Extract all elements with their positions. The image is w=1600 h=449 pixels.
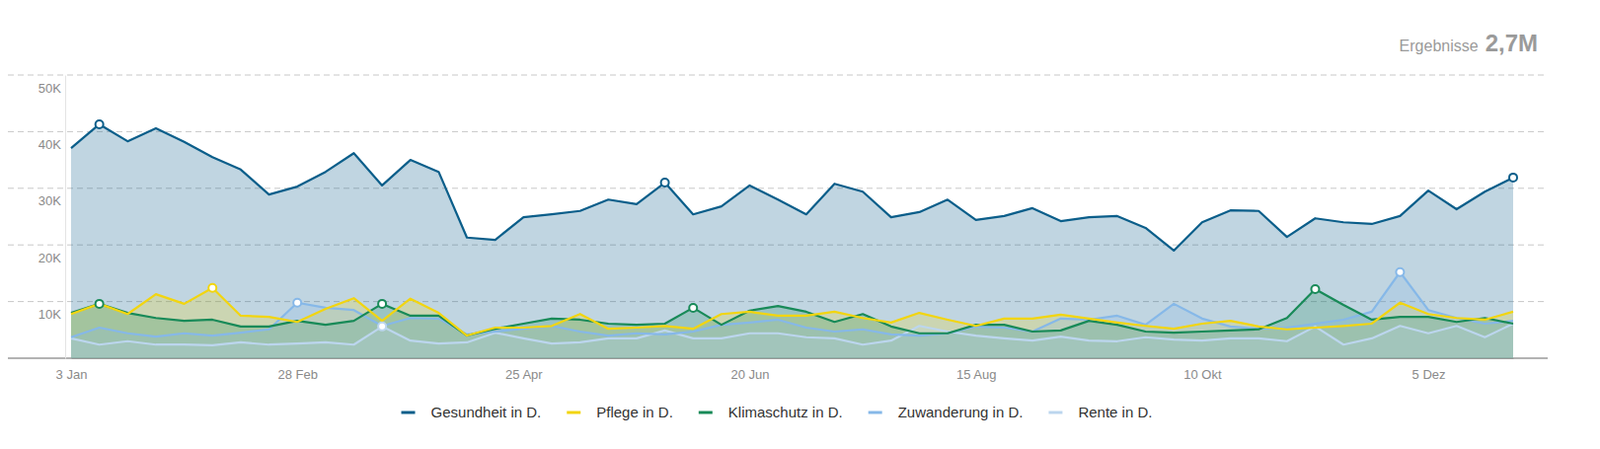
highlight-marker xyxy=(661,178,670,187)
y-tick-label: 50K xyxy=(38,80,62,96)
annotation: Ergebnisse 2,7M xyxy=(1399,29,1538,57)
highlight-marker xyxy=(378,322,386,331)
x-tick-label: 15 Aug xyxy=(956,367,997,382)
y-tick: 40K xyxy=(38,132,66,153)
x-tick-label: 25 Apr xyxy=(505,367,543,382)
y-tick: 20K xyxy=(38,245,66,266)
legend-item: Gesundheit in D. xyxy=(401,403,542,421)
x-tick: 28 Feb xyxy=(277,358,317,382)
legend-label: Pflege in D. xyxy=(596,403,674,421)
x-tick-label: 28 Feb xyxy=(277,367,317,382)
series-area xyxy=(71,124,1514,359)
legend-swatch xyxy=(698,411,713,415)
highlight-marker xyxy=(95,300,104,308)
x-tick: 20 Jun xyxy=(731,358,770,382)
x-axis-line xyxy=(72,358,1515,360)
highlight-marker xyxy=(1395,268,1404,277)
x-tick: 25 Apr xyxy=(505,358,543,382)
legend-item: Pflege in D. xyxy=(566,403,674,421)
y-tick-label: 40K xyxy=(38,137,62,153)
legend-item: Klimaschutz in D. xyxy=(698,403,843,421)
x-tick-label: 10 Okt xyxy=(1183,367,1222,382)
x-tick: 10 Okt xyxy=(1183,358,1222,382)
x-tick: 3 Jan xyxy=(56,358,88,382)
highlight-marker xyxy=(95,120,104,129)
legend-label: Gesundheit in D. xyxy=(431,403,542,421)
x-axis: 3 Jan 28 Feb 25 Apr 20 Jun 15 Aug 10 Okt 5 Dez xyxy=(56,358,1515,382)
legend-label: Zuwanderung in D. xyxy=(898,403,1024,421)
y-tick: 30K xyxy=(38,188,66,209)
y-axis: 10K 20K 30K 40K 50K xyxy=(38,76,67,360)
legend-label: Klimaschutz in D. xyxy=(728,403,843,421)
highlight-marker xyxy=(1310,285,1319,294)
y-tick-label: 30K xyxy=(38,193,62,209)
x-tick: 5 Dez xyxy=(1412,358,1447,382)
y-axis-line xyxy=(65,76,67,360)
series-line xyxy=(71,124,1514,251)
highlight-marker xyxy=(293,299,302,307)
annotation-text: 2,7M xyxy=(1485,29,1538,57)
highlight-marker xyxy=(208,284,217,293)
x-tick-label: 20 Jun xyxy=(731,367,770,382)
highlight-marker xyxy=(688,304,697,312)
legend-swatch xyxy=(868,411,883,415)
x-tick-label: 3 Jan xyxy=(56,367,88,382)
y-tick: 10K xyxy=(38,302,66,322)
legend-item: Zuwanderung in D. xyxy=(868,403,1024,421)
x-tick: 15 Aug xyxy=(956,358,997,382)
legend-item: Rente in D. xyxy=(1048,403,1152,421)
y-tick-label: 10K xyxy=(38,306,62,322)
legend-swatch xyxy=(566,411,581,415)
series-area xyxy=(71,272,1514,359)
highlight-marker xyxy=(1509,173,1518,182)
y-tick: 50K xyxy=(38,76,66,96)
annotation-text: Ergebnisse xyxy=(1399,37,1479,55)
series-line xyxy=(71,288,1514,336)
grid-line xyxy=(7,75,1548,77)
legend-label: Rente in D. xyxy=(1077,403,1152,421)
x-tick-label: 5 Dez xyxy=(1412,367,1447,382)
legend-swatch xyxy=(1048,411,1063,415)
series-line xyxy=(71,272,1514,338)
plot-area xyxy=(71,120,1518,359)
legend-swatch xyxy=(401,411,416,415)
chart: 10K 20K 30K 40K 50K 3 Jan 28 Feb 25 Apr 20 Jun 15… xyxy=(0,0,1600,449)
y-tick-label: 20K xyxy=(38,250,62,266)
highlight-marker xyxy=(378,300,386,308)
legend: Gesundheit in D. Pflege in D. Klimaschutz … xyxy=(401,403,1153,421)
grid-line xyxy=(7,131,1548,133)
